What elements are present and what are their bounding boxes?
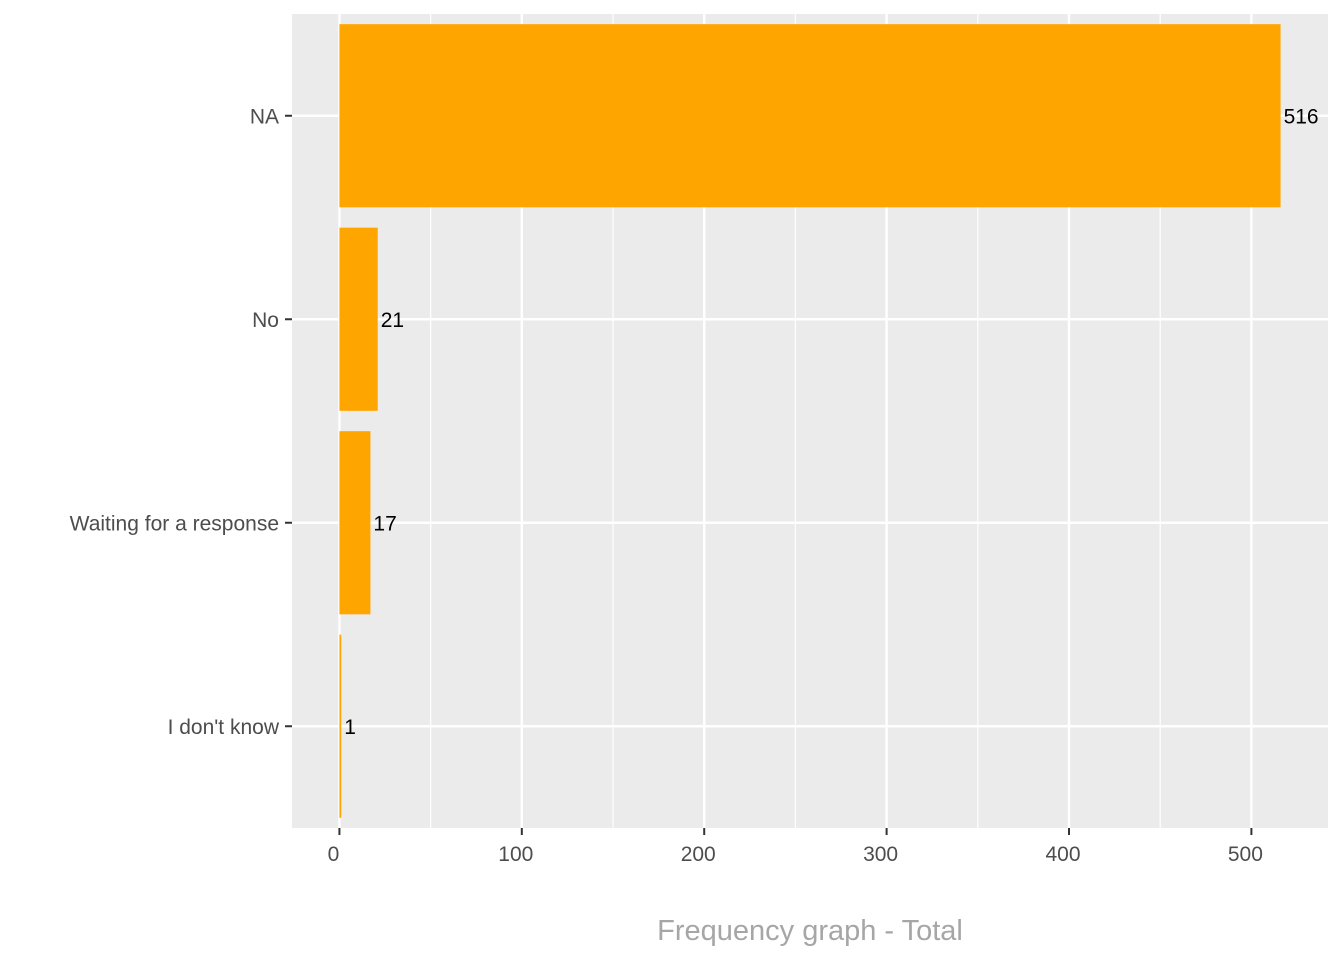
data-labels: 516 21 17 1 — [344, 105, 1318, 739]
bar-3 — [339, 634, 342, 818]
y-tick-label-0: NA — [250, 105, 279, 128]
data-label-3: 1 — [344, 716, 356, 739]
bar-1 — [339, 227, 378, 411]
x-tick-label-3: 300 — [863, 843, 898, 866]
x-tick-label-0: 0 — [328, 843, 340, 866]
x-axis-title: Frequency graph - Total — [657, 915, 963, 947]
y-tick-label-1: No — [252, 309, 279, 332]
x-tick-label-2: 200 — [681, 843, 716, 866]
bars — [339, 24, 1281, 818]
data-label-0: 516 — [1284, 105, 1319, 128]
data-label-2: 17 — [373, 512, 396, 535]
bar-0 — [339, 24, 1281, 208]
y-tick-label-3: I don't know — [168, 716, 280, 739]
x-tick-label-4: 400 — [1045, 843, 1080, 866]
y-tick-label-2: Waiting for a response — [70, 512, 279, 535]
y-axis: NA No Waiting for a response I don't know — [70, 105, 292, 739]
x-tick-label-5: 500 — [1228, 843, 1263, 866]
bar-2 — [339, 431, 371, 615]
x-tick-label-1: 100 — [498, 843, 533, 866]
x-axis: 0 100 200 300 400 500 — [328, 828, 1263, 866]
data-label-1: 21 — [381, 309, 404, 332]
